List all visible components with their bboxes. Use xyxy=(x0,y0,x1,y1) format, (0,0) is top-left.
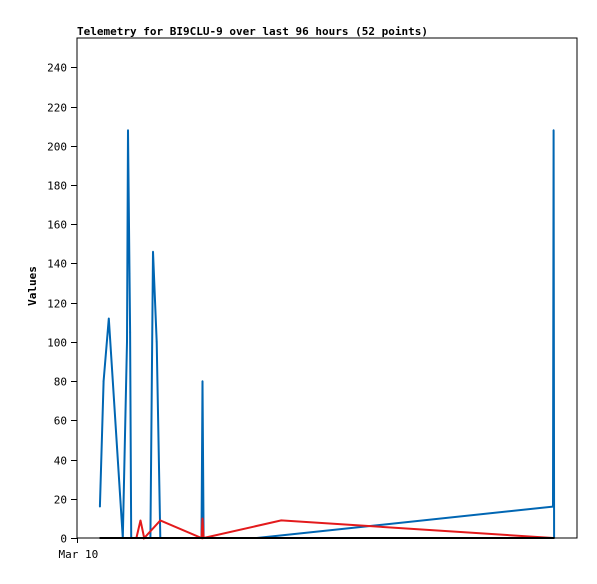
plot-area: 0 20 40 60 80 100 120 140 160 180 200 220 240 Mar 10 xyxy=(47,37,578,561)
data-point xyxy=(159,519,162,522)
data-point xyxy=(201,380,204,382)
data-point xyxy=(552,505,554,508)
data-point xyxy=(553,537,555,539)
data-point xyxy=(552,129,555,132)
data-point xyxy=(99,537,101,539)
chart-title: Telemetry for BI9CLU-9 over last 96 hour… xyxy=(77,25,428,38)
data-point xyxy=(102,380,105,382)
data-point xyxy=(99,505,101,508)
y-tick-label: 220 xyxy=(47,102,67,115)
y-tick-label: 180 xyxy=(47,180,67,193)
y-tick-label: 100 xyxy=(47,337,67,350)
data-point xyxy=(152,250,154,253)
y-tick-label: 140 xyxy=(47,258,67,271)
y-tick-label: 120 xyxy=(47,298,67,311)
y-tick-label: 80 xyxy=(54,376,67,389)
data-point xyxy=(201,517,204,520)
y-axis-title: Values xyxy=(26,266,39,306)
data-point xyxy=(107,317,110,320)
data-point xyxy=(155,341,158,343)
data-point xyxy=(127,129,129,132)
y-tick-label: 240 xyxy=(47,62,67,75)
y-tick-label: 40 xyxy=(54,455,67,468)
data-point xyxy=(126,341,128,343)
y-tick-label: 200 xyxy=(47,141,67,154)
data-point xyxy=(280,519,283,522)
series-2 xyxy=(99,537,555,539)
y-tick-label: 160 xyxy=(47,219,67,232)
data-point xyxy=(139,519,142,522)
x-tick-label: Mar 10 xyxy=(59,548,99,561)
y-tick-label: 0 xyxy=(60,533,67,546)
y-tick-label: 20 xyxy=(54,494,67,507)
y-tick-label: 60 xyxy=(54,415,67,428)
data-point xyxy=(129,331,132,333)
